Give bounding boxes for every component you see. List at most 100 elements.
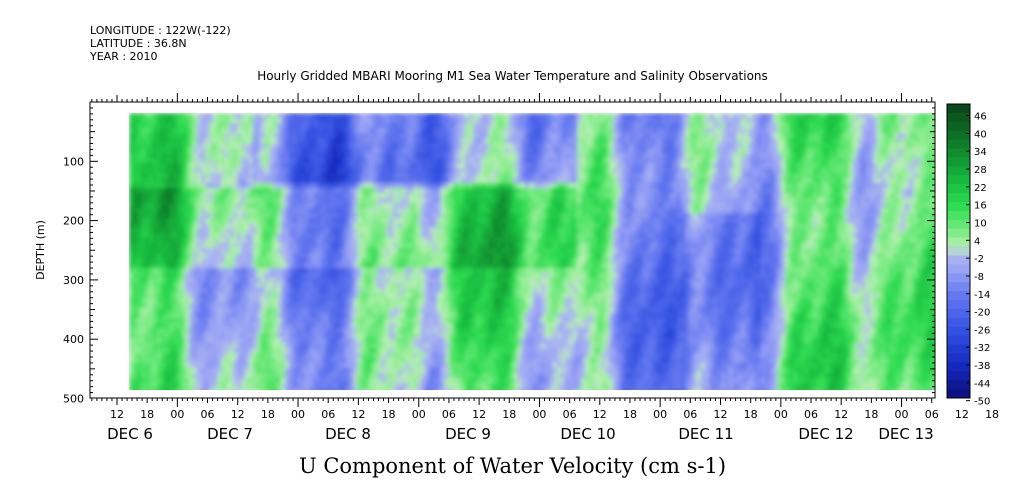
x-hour-label: 18	[985, 408, 999, 421]
colorbar-swatch	[947, 291, 970, 301]
colorbar-swatch	[947, 380, 970, 390]
colorbar-label: -44	[974, 379, 990, 390]
colorbar-swatch	[947, 353, 970, 363]
colorbar-swatch	[947, 202, 970, 212]
x-hour-label: 06	[321, 408, 335, 421]
colorbar-label: -2	[974, 254, 984, 265]
colorbar-swatch	[947, 326, 970, 337]
x-hour-label: 18	[623, 408, 637, 421]
x-hour-label: 18	[864, 408, 878, 421]
x-hour-label: 00	[532, 408, 546, 421]
x-day-labels: DEC 6 DEC 7 DEC 8 DEC 9 DEC 10 DEC 11 DEC 12 DE…	[107, 425, 934, 443]
colorbar-swatch	[947, 273, 970, 283]
x-day-label: DEC 12	[798, 425, 853, 443]
heatmap-field	[129, 113, 935, 390]
colorbar-swatch	[947, 193, 970, 203]
x-hour-label: 18	[261, 408, 275, 421]
colorbar-label: -38	[974, 361, 990, 372]
x-hour-label: 00	[774, 408, 788, 421]
latitude-label: LATITUDE : 36.8N	[90, 37, 187, 50]
colorbar-label: -8	[974, 272, 984, 283]
x-hour-label: 12	[714, 408, 728, 421]
x-hour-label: 12	[834, 408, 848, 421]
colorbar-swatch	[947, 282, 970, 292]
x-hour-label: 00	[291, 408, 305, 421]
colorbar-swatch	[947, 371, 970, 381]
x-hour-label: 12	[231, 408, 245, 421]
colorbar-swatch	[947, 148, 970, 158]
colorbar-swatch	[947, 362, 970, 372]
colorbar-label: 4	[974, 236, 980, 247]
y-tick-label: 100	[63, 155, 84, 168]
colorbar-label: -14	[974, 290, 990, 301]
colorbar-label: 34	[974, 147, 987, 158]
colorbar-swatch	[947, 228, 970, 239]
colorbar-swatch	[947, 112, 970, 123]
x-hour-label: 18	[744, 408, 758, 421]
colorbar-label: -32	[974, 343, 990, 354]
colorbar-swatch	[947, 389, 970, 399]
x-hour-label: 06	[683, 408, 697, 421]
x-day-label: DEC 10	[560, 425, 615, 443]
x-hour-label: 18	[140, 408, 154, 421]
colorbar-label: 16	[974, 201, 987, 212]
x-hour-label: 06	[925, 408, 939, 421]
colorbar-swatch	[947, 264, 970, 274]
y-tick-label: 200	[63, 215, 84, 228]
longitude-label: LONGITUDE : 122W(-122)	[90, 24, 231, 37]
colorbar-swatch	[947, 344, 970, 354]
colorbar: 46 40 34 28 22 16 10 4 -2 -8 -14 -20 -26 -32 -38 -44 -50	[946, 103, 990, 408]
chart-title: Hourly Gridded MBARI Mooring M1 Sea Wate…	[257, 69, 768, 83]
x-hour-label: 06	[563, 408, 577, 421]
colorbar-swatch	[947, 317, 970, 328]
colorbar-swatch	[947, 255, 970, 265]
x-day-label: DEC 6	[107, 425, 153, 443]
x-hour-label: 12	[955, 408, 969, 421]
colorbar-swatch	[947, 210, 970, 221]
colorbar-swatch	[947, 237, 970, 248]
colorbar-label: 22	[974, 183, 987, 194]
x-hour-label: 06	[201, 408, 215, 421]
x-axis-label: U Component of Water Velocity (cm s-1)	[298, 454, 727, 478]
x-hour-label: 18	[382, 408, 396, 421]
y-tick-labels: 100 200 300 400 500	[63, 155, 84, 405]
colorbar-label: 40	[974, 129, 987, 140]
x-hour-label: 06	[442, 408, 456, 421]
colorbar-swatch	[947, 166, 970, 176]
x-day-label: DEC 7	[207, 425, 253, 443]
colorbar-swatch	[947, 308, 970, 319]
year-label: YEAR : 2010	[90, 50, 158, 63]
colorbar-label: 46	[974, 112, 987, 123]
y-tick-label: 300	[63, 274, 84, 287]
y-axis-label: DEPTH (m)	[34, 220, 47, 280]
colorbar-frame	[946, 103, 971, 399]
colorbar-swatch	[947, 300, 970, 310]
colorbar-swatch	[947, 139, 970, 150]
x-day-label: DEC 13	[878, 425, 933, 443]
colorbar-swatch	[947, 246, 970, 256]
colorbar-swatch	[947, 130, 970, 141]
x-hour-labels: 12 18 00 06 12 18 00 06 12 18 00 06 12 18 00 06 12 18 00 06…	[110, 408, 999, 421]
x-hour-label: 12	[110, 408, 124, 421]
colorbar-swatch	[947, 219, 970, 230]
x-hour-label: 18	[502, 408, 516, 421]
colorbar-label: 28	[974, 165, 987, 176]
colorbar-swatch	[947, 104, 970, 114]
colorbar-swatch	[947, 175, 970, 185]
colorbar-swatch	[947, 184, 970, 194]
colorbar-label: -50	[974, 397, 990, 408]
x-hour-label: 12	[472, 408, 486, 421]
colorbar-swatch	[947, 121, 970, 132]
x-hour-label: 12	[351, 408, 365, 421]
axis-ticks	[90, 93, 935, 407]
x-day-label: DEC 9	[445, 425, 491, 443]
x-day-label: DEC 11	[678, 425, 733, 443]
colorbar-swatch	[947, 157, 970, 167]
x-hour-label: 00	[170, 408, 184, 421]
x-hour-label: 12	[593, 408, 607, 421]
x-hour-label: 00	[412, 408, 426, 421]
x-day-label: DEC 8	[325, 425, 371, 443]
colorbar-label: 10	[974, 218, 987, 229]
colorbar-label: -26	[974, 325, 990, 336]
